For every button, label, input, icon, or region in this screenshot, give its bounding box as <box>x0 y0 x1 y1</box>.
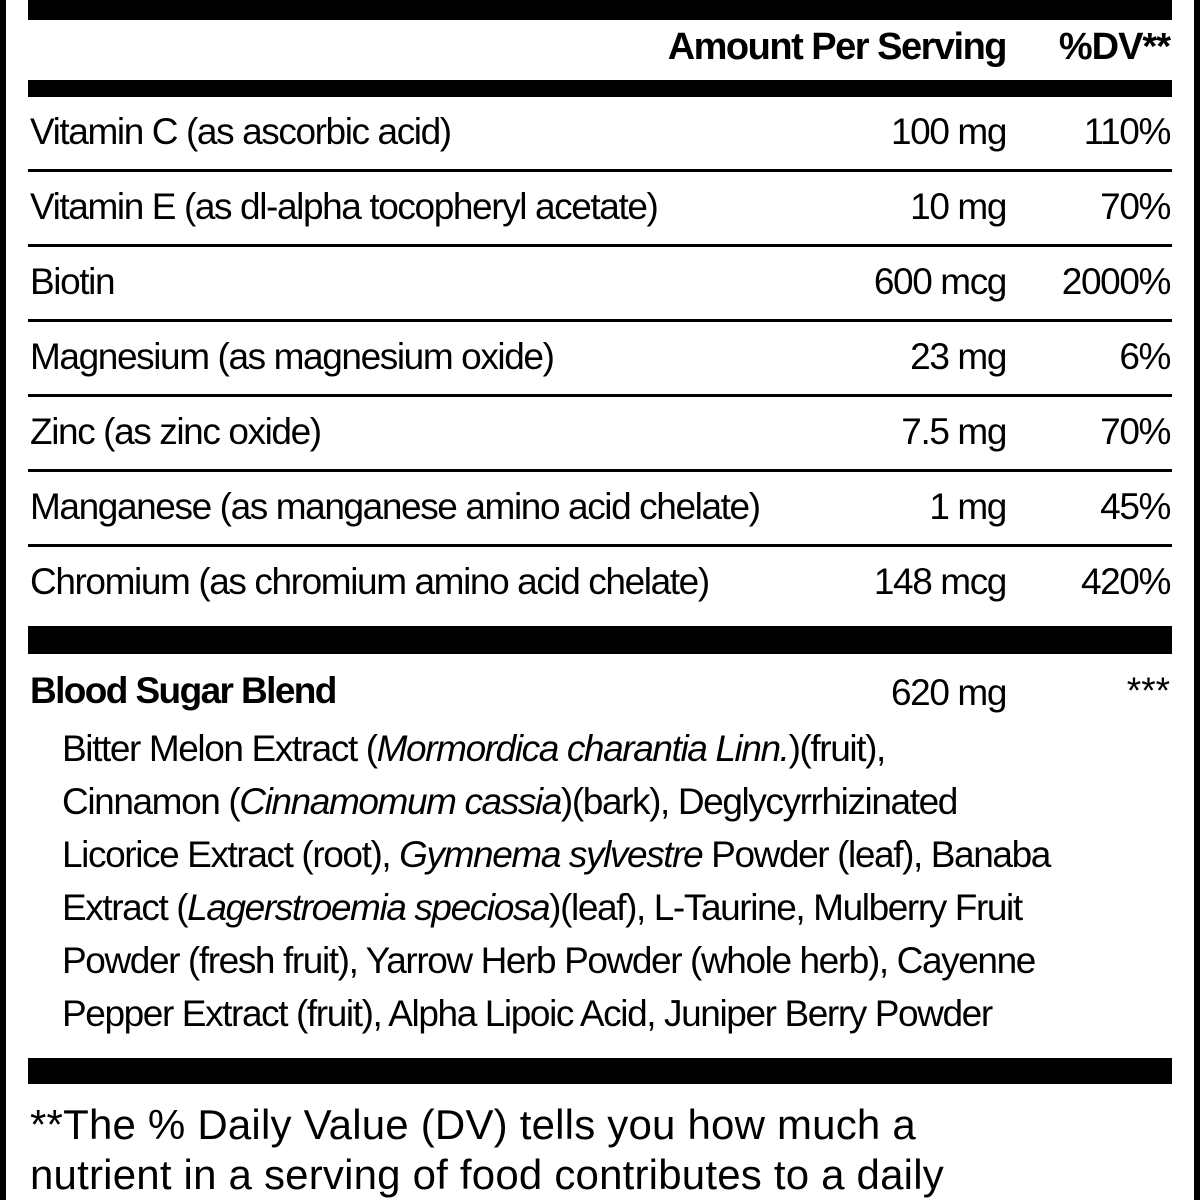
ingredient-text: Pepper Extract (fruit), Alpha Lipoic Aci… <box>62 993 993 1034</box>
nutrient-daily-value: 70% <box>1100 186 1171 227</box>
nutrient-name: Manganese (as manganese amino acid chela… <box>30 486 761 527</box>
nutrient-row: Chromium (as chromium amino acid chelate… <box>28 547 1172 622</box>
footnote-line: **The % Daily Value (DV) tells you how m… <box>30 1101 916 1148</box>
blend-daily-value: *** <box>1126 670 1170 711</box>
nutrient-row: Vitamin C (as ascorbic acid) 100 mg 110% <box>28 97 1172 172</box>
proprietary-blend-section: Blood Sugar Blend 620 mg *** Bitter Melo… <box>28 666 1172 1046</box>
nutrient-row: Vitamin E (as dl-alpha tocopheryl acetat… <box>28 172 1172 247</box>
nutrient-row: Manganese (as manganese amino acid chela… <box>28 472 1172 547</box>
nutrient-amount: 600 mcg <box>873 261 1008 302</box>
nutrient-row: Magnesium (as magnesium oxide) 23 mg 6% <box>28 322 1172 397</box>
nutrient-name: Magnesium (as magnesium oxide) <box>30 336 555 377</box>
ingredient-text: Powder (fresh fruit), Yarrow Herb Powder… <box>62 940 1036 981</box>
ingredient-line: Licorice Extract (root), Gymnema sylvest… <box>62 828 1152 881</box>
botanical-name: Lagerstroemia speciosa <box>187 887 550 928</box>
column-header-row: Amount Per Serving %DV** <box>28 22 1172 78</box>
daily-value-footnote: **The % Daily Value (DV) tells you how m… <box>30 1100 1170 1200</box>
nutrient-name: Chromium (as chromium amino acid chelate… <box>30 561 710 602</box>
nutrient-amount: 10 mg <box>910 186 1007 227</box>
nutrient-name: Vitamin E (as dl-alpha tocopheryl acetat… <box>30 186 659 227</box>
botanical-name: Gymnema sylvestre <box>399 834 704 875</box>
amount-per-serving-header: Amount Per Serving <box>667 26 1008 68</box>
ingredient-text: )(leaf), L-Taurine, Mulberry Fruit <box>549 887 1023 928</box>
nutrient-amount: 1 mg <box>929 486 1007 527</box>
nutrient-daily-value: 2000% <box>1061 261 1172 302</box>
blend-ingredient-list: Bitter Melon Extract (Mormordica charant… <box>62 722 1152 1040</box>
top-divider-bar <box>28 0 1172 20</box>
ingredient-line: Pepper Extract (fruit), Alpha Lipoic Aci… <box>62 987 1152 1040</box>
nutrient-daily-value: 45% <box>1100 486 1171 527</box>
nutrient-amount: 148 mcg <box>873 561 1008 602</box>
nutrient-daily-value: 110% <box>1083 111 1172 152</box>
ingredient-line: Cinnamon (Cinnamomum cassia)(bark), Degl… <box>62 775 1152 828</box>
nutrient-row: Zinc (as zinc oxide) 7.5 mg 70% <box>28 397 1172 472</box>
botanical-name: Cinnamomum cassia <box>239 781 562 822</box>
nutrient-amount: 100 mg <box>890 111 1007 152</box>
footnote-line: nutrient in a serving of food contribute… <box>30 1151 944 1198</box>
nutrient-table: Vitamin C (as ascorbic acid) 100 mg 110% Vi… <box>28 97 1172 622</box>
blend-divider-bar <box>28 626 1172 654</box>
left-border <box>0 0 6 1200</box>
botanical-name: Mormordica charantia Linn. <box>376 728 790 769</box>
ingredient-text: Cinnamon ( <box>62 781 241 822</box>
ingredient-text: Bitter Melon Extract ( <box>62 728 378 769</box>
nutrient-daily-value: 6% <box>1119 336 1171 377</box>
nutrient-name: Zinc (as zinc oxide) <box>30 411 322 452</box>
nutrient-row: Biotin 600 mcg 2000% <box>28 247 1172 322</box>
blend-name: Blood Sugar Blend <box>30 670 337 711</box>
ingredient-text: Extract ( <box>62 887 189 928</box>
nutrient-amount: 23 mg <box>910 336 1007 377</box>
footnote-divider-bar <box>28 1058 1172 1084</box>
blend-amount: 620 mg <box>890 672 1007 713</box>
ingredient-text: )(fruit), <box>788 728 887 769</box>
nutrient-amount: 7.5 mg <box>901 411 1007 452</box>
nutrient-daily-value: 70% <box>1100 411 1171 452</box>
ingredient-text: )(bark), Deglycyrrhizinated <box>560 781 958 822</box>
header-divider-bar <box>28 80 1172 97</box>
nutrient-name: Biotin <box>30 261 116 302</box>
nutrient-name: Vitamin C (as ascorbic acid) <box>30 111 452 152</box>
nutrient-daily-value: 420% <box>1080 561 1171 602</box>
ingredient-line: Powder (fresh fruit), Yarrow Herb Powder… <box>62 934 1152 987</box>
right-border <box>1194 0 1200 1200</box>
ingredient-line: Bitter Melon Extract (Mormordica charant… <box>62 722 1152 775</box>
daily-value-header: %DV** <box>1058 26 1171 68</box>
ingredient-text: Powder (leaf), Banaba <box>702 834 1051 875</box>
ingredient-line: Extract (Lagerstroemia speciosa)(leaf), … <box>62 881 1152 934</box>
ingredient-text: Licorice Extract (root), <box>62 834 400 875</box>
